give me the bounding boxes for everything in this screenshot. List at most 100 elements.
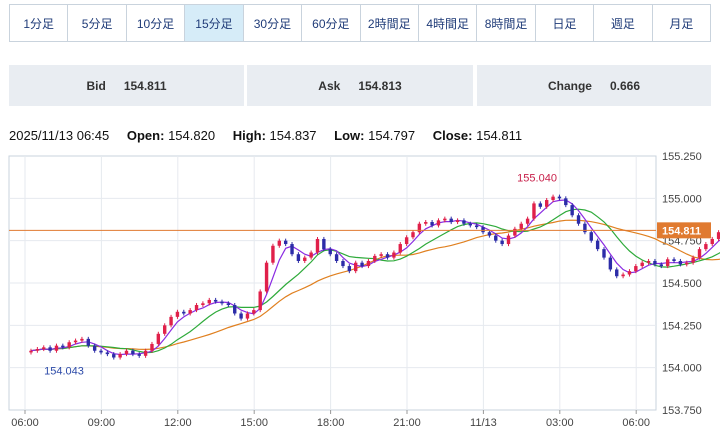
candle xyxy=(54,345,59,351)
candle xyxy=(67,342,71,348)
candle xyxy=(532,203,536,219)
candle xyxy=(48,347,52,351)
candle xyxy=(334,254,339,261)
x-tick-label: 18:00 xyxy=(317,417,345,429)
y-tick-label: 154.750 xyxy=(662,236,702,248)
candle xyxy=(328,249,332,255)
high-label: High: xyxy=(232,128,266,143)
candle xyxy=(201,303,205,306)
price-chart[interactable]: 155.250 155.000 154.750 154.500 154.250 154.0… xyxy=(0,148,720,435)
candle xyxy=(156,333,161,344)
candle xyxy=(474,225,479,228)
candle xyxy=(315,238,320,253)
x-tick-label: 21:00 xyxy=(393,417,421,429)
candle xyxy=(697,249,702,258)
y-tick-label: 154.250 xyxy=(662,320,702,332)
tab-timeframe[interactable]: 5分足 xyxy=(68,5,127,41)
candle xyxy=(659,264,663,267)
timeframe-tabs: 1分足 5分足 10分足 15分足 30分足 60分足 2時間足 4時間足 8時間足 日足 週足 月足 xyxy=(9,4,711,42)
tab-timeframe[interactable]: 60分足 xyxy=(302,5,361,41)
candle xyxy=(538,203,543,207)
candle xyxy=(468,223,472,226)
candle xyxy=(615,269,619,277)
tab-timeframe[interactable]: 週足 xyxy=(594,5,653,41)
change-label: Change xyxy=(547,78,592,93)
x-tick-label: 11/13 xyxy=(470,417,497,429)
y-tick-label: 154.500 xyxy=(662,278,702,290)
ohlc-info: 2025/11/13 06:45 Open: 154.820 High: 154… xyxy=(9,128,522,143)
candle xyxy=(392,252,396,258)
candle xyxy=(424,222,428,224)
candle xyxy=(462,220,466,224)
candle xyxy=(443,218,447,221)
ohlc-datetime: 2025/11/13 06:45 xyxy=(9,128,110,143)
candle xyxy=(42,347,46,350)
candle xyxy=(143,350,148,356)
tab-timeframe[interactable]: 30分足 xyxy=(243,5,303,41)
candle xyxy=(360,262,364,267)
low-value: 154.797 xyxy=(368,128,416,143)
bid-panel: Bid 154.811 xyxy=(9,65,244,106)
candle xyxy=(347,266,352,272)
candle xyxy=(373,255,377,261)
change-panel: Change 0.666 xyxy=(477,65,711,106)
candle xyxy=(627,271,632,275)
change-value: 0.666 xyxy=(609,78,641,93)
candle xyxy=(131,350,135,355)
tab-timeframe[interactable]: 2時間足 xyxy=(360,5,419,41)
x-tick-label: 15:00 xyxy=(240,417,268,429)
ask-panel: Ask 154.813 xyxy=(247,65,473,106)
close-value: 154.811 xyxy=(476,128,523,143)
candle xyxy=(494,235,498,241)
candle xyxy=(640,262,644,267)
candle xyxy=(665,259,670,267)
candle xyxy=(35,349,40,351)
candle xyxy=(385,254,390,258)
tab-timeframe[interactable]: 8時間足 xyxy=(477,5,536,41)
candle xyxy=(557,196,562,199)
tab-timeframe[interactable]: 4時間足 xyxy=(418,5,478,41)
x-tick-label: 09:00 xyxy=(88,417,116,429)
candle xyxy=(506,235,511,245)
candle xyxy=(99,350,103,353)
open-label: Open: xyxy=(126,128,165,143)
candle xyxy=(264,262,269,292)
x-tick-label: 06:00 xyxy=(622,417,650,429)
candle xyxy=(80,338,84,341)
candle xyxy=(341,260,345,267)
tab-timeframe[interactable]: 1分足 xyxy=(10,5,69,41)
candle xyxy=(704,244,708,250)
y-tick-label: 155.000 xyxy=(662,193,702,205)
candle xyxy=(277,240,281,246)
candle xyxy=(73,340,78,343)
close-label: Close: xyxy=(432,128,473,143)
candle xyxy=(519,223,523,229)
candle xyxy=(634,266,638,272)
candle xyxy=(194,305,199,311)
candle xyxy=(430,222,434,226)
candle xyxy=(621,274,625,277)
candle xyxy=(290,244,294,255)
candle xyxy=(220,301,224,304)
candle xyxy=(252,310,256,314)
bid-value: 154.811 xyxy=(123,78,167,93)
candle xyxy=(86,338,90,346)
candle xyxy=(207,299,211,304)
candle xyxy=(112,354,116,358)
candle xyxy=(398,244,402,253)
candle xyxy=(404,237,409,245)
candle xyxy=(354,262,358,272)
candle xyxy=(716,232,720,239)
candle xyxy=(411,232,415,238)
candle xyxy=(646,260,651,263)
candle xyxy=(169,316,173,326)
candle xyxy=(233,305,237,314)
tab-timeframe[interactable]: 日足 xyxy=(535,5,595,41)
candle xyxy=(226,303,231,306)
candle xyxy=(710,238,714,245)
tab-timeframe[interactable]: 15分足 xyxy=(185,5,244,41)
candle xyxy=(182,311,186,314)
tab-timeframe[interactable]: 10分足 xyxy=(126,5,186,41)
tab-timeframe[interactable]: 月足 xyxy=(652,5,711,41)
candle xyxy=(137,354,141,356)
